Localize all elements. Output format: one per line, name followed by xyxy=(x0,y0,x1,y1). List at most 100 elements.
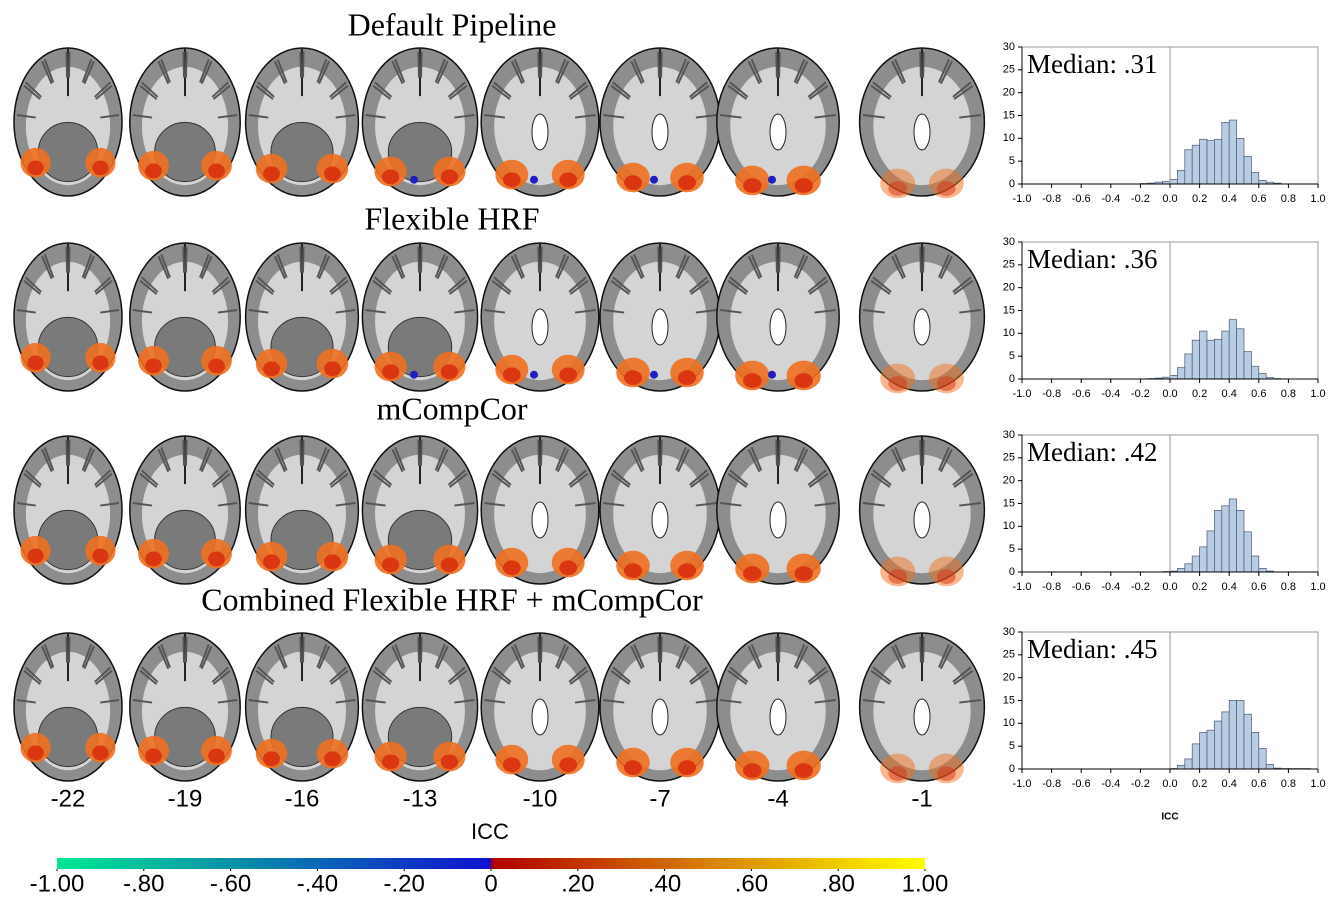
brain-slice xyxy=(362,243,477,391)
activation-core xyxy=(27,745,43,760)
colorbar-tick-label: -.80 xyxy=(123,870,164,897)
y-tick-label: 30 xyxy=(1003,41,1015,53)
activation-core xyxy=(145,358,162,373)
ventricle xyxy=(770,114,786,150)
activation-core xyxy=(92,548,108,563)
activation-negative xyxy=(768,371,776,379)
x-tick-label: 1.0 xyxy=(1310,193,1325,205)
activation-core xyxy=(559,757,577,772)
y-tick-label: 25 xyxy=(1003,64,1015,76)
y-tick-label: 20 xyxy=(1003,87,1015,99)
histogram-bar xyxy=(1214,721,1221,769)
y-tick-label: 25 xyxy=(1003,452,1015,464)
histogram-bar xyxy=(1229,499,1236,572)
brain-sulcus xyxy=(183,637,184,663)
x-tick-label: -0.2 xyxy=(1131,193,1150,205)
brain-sulcus xyxy=(658,637,659,663)
activation-core xyxy=(382,754,399,769)
brain-sulcus xyxy=(421,247,422,273)
activation-core xyxy=(678,175,696,190)
brain-sulcus xyxy=(418,440,419,466)
activation-core xyxy=(678,370,696,385)
activation-core xyxy=(743,373,761,388)
cerebellum xyxy=(38,317,97,376)
brain-slice xyxy=(481,436,599,584)
brain-sulcus xyxy=(776,52,777,78)
y-tick-label: 25 xyxy=(1003,259,1015,271)
slice-label: -1 xyxy=(911,785,932,812)
x-tick-label: 0.0 xyxy=(1162,778,1177,790)
histogram-bar xyxy=(1251,173,1258,184)
brain-sulcus xyxy=(69,440,70,466)
activation-core xyxy=(27,548,43,563)
activation-core xyxy=(145,163,162,178)
histogram-bar xyxy=(1214,510,1221,572)
x-tick-label: 0.6 xyxy=(1251,193,1266,205)
brain-sulcus xyxy=(661,247,662,273)
activation-core xyxy=(92,355,108,370)
activation-core xyxy=(937,376,956,391)
activation-core xyxy=(624,760,642,775)
brain-sulcus xyxy=(538,637,539,663)
histogram-bar xyxy=(1259,374,1266,379)
histogram-bar xyxy=(1192,744,1199,769)
brain-sulcus xyxy=(541,440,542,466)
brain-slice xyxy=(130,436,240,584)
histogram-bar xyxy=(1200,139,1207,184)
activation-core xyxy=(441,754,458,769)
activation-negative xyxy=(410,176,418,184)
activation-core xyxy=(263,751,280,766)
activation-core xyxy=(937,181,956,196)
x-tick-label: 0.0 xyxy=(1162,581,1177,593)
activation-core xyxy=(208,748,225,763)
brain-sulcus xyxy=(67,52,68,78)
x-tick-label: -1.0 xyxy=(1013,193,1032,205)
histogram-bar xyxy=(1185,150,1192,184)
row-title: mCompCor xyxy=(376,390,527,426)
activation-core xyxy=(324,751,341,766)
y-tick-label: 5 xyxy=(1009,543,1015,555)
brain-sulcus xyxy=(923,637,924,663)
activation-core xyxy=(624,370,642,385)
colorbar-tick-label: -.20 xyxy=(384,870,425,897)
activation-negative xyxy=(410,371,418,379)
brain-sulcus xyxy=(300,52,301,78)
activation-core xyxy=(503,560,521,575)
histogram-bar xyxy=(1259,568,1266,572)
x-tick-label: 1.0 xyxy=(1310,388,1325,400)
brain-sulcus xyxy=(779,247,780,273)
activation-core xyxy=(382,364,399,379)
y-tick-label: 20 xyxy=(1003,475,1015,487)
brain-sulcus xyxy=(658,440,659,466)
histogram-bar xyxy=(1170,375,1177,379)
brain-sulcus xyxy=(920,52,921,78)
brain-sulcus xyxy=(923,440,924,466)
colorbar-tick-label: -.40 xyxy=(297,870,338,897)
activation-core xyxy=(888,376,907,391)
histogram-bar xyxy=(1222,506,1229,572)
x-tick-label: -0.8 xyxy=(1042,193,1061,205)
brain-sulcus xyxy=(186,637,187,663)
x-tick-label: -0.4 xyxy=(1101,388,1120,400)
ventricle xyxy=(532,309,548,345)
brain-sulcus xyxy=(303,637,304,663)
histogram-bar xyxy=(1177,765,1184,769)
brain-slice xyxy=(246,243,359,391)
brain-sulcus xyxy=(186,440,187,466)
brain-sulcus xyxy=(421,52,422,78)
brain-sulcus xyxy=(661,440,662,466)
cerebellum xyxy=(38,707,97,766)
brain-sulcus xyxy=(183,247,184,273)
activation-core xyxy=(888,766,907,781)
ventricle xyxy=(914,502,930,538)
y-tick-label: 0 xyxy=(1009,566,1015,578)
brain-sulcus xyxy=(69,247,70,273)
brain-sulcus xyxy=(923,247,924,273)
activation-core xyxy=(678,760,696,775)
x-tick-label: 0.4 xyxy=(1222,778,1237,790)
x-tick-label: -0.4 xyxy=(1101,581,1120,593)
x-tick-label: -0.4 xyxy=(1101,193,1120,205)
brain-sulcus xyxy=(923,52,924,78)
histogram-bar xyxy=(1185,564,1192,572)
brain-sulcus xyxy=(920,440,921,466)
